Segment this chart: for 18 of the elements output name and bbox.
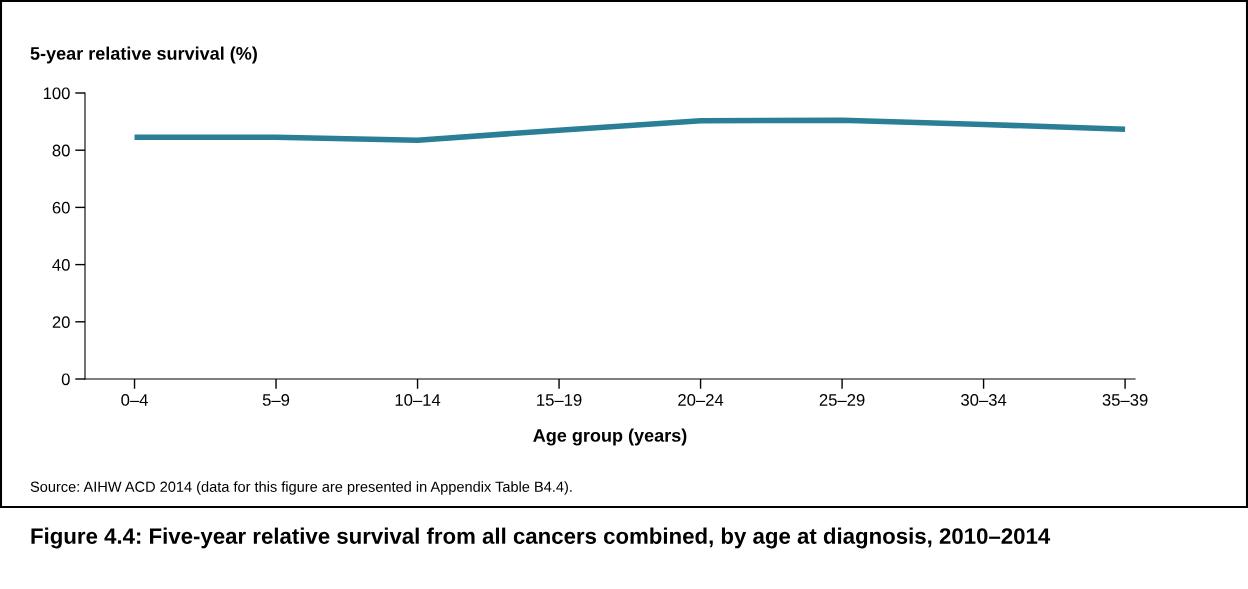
x-tick-label: 0–4 xyxy=(121,394,148,406)
text: Figure 4.4: Five-year relative survival from all cancers combined, by age at diagnosis, 2010–2014 xyxy=(31,527,1051,549)
y-tick-label: 40 xyxy=(52,259,70,271)
x-tick-label: 35–39 xyxy=(1102,394,1148,406)
y-tick-label: 0 xyxy=(61,373,70,386)
x-tick-label: 25–29 xyxy=(819,394,865,406)
y-tick-label: 20 xyxy=(52,316,70,328)
x-tick-label: 20–24 xyxy=(678,394,724,406)
y-tick-label: 80 xyxy=(52,144,70,157)
y-tick-label: 100 xyxy=(43,87,70,100)
y-axis-title: 5-year relative survival (%) xyxy=(30,46,257,64)
x-tick-label: 5–9 xyxy=(262,394,290,406)
y-tick-label: 60 xyxy=(52,201,70,214)
x-tick-label: 10–14 xyxy=(395,394,441,406)
x-axis-title: Age group (years) xyxy=(533,428,687,446)
x-tick-label: 30–34 xyxy=(961,394,1007,406)
source-note: Source: AIHW ACD 2014 (data for this figure are presented in Appendix Table B4.4). xyxy=(30,481,572,495)
x-tick-label: 15–19 xyxy=(537,394,582,406)
